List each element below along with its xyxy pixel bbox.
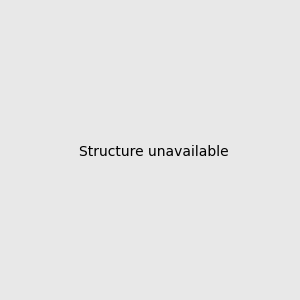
Text: Structure unavailable: Structure unavailable (79, 145, 229, 158)
